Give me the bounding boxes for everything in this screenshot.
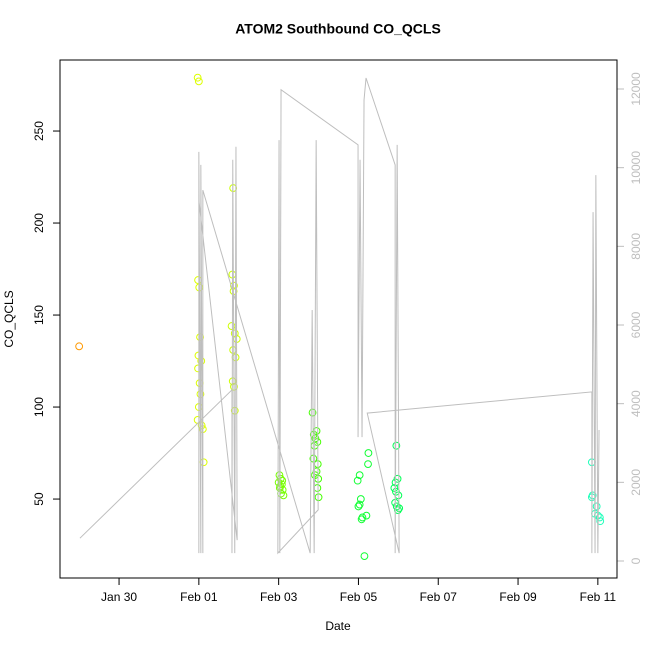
y2-tick-label: 8000 <box>629 233 643 260</box>
point <box>392 441 401 450</box>
point <box>390 484 399 492</box>
point <box>230 329 239 338</box>
point <box>394 506 402 514</box>
point <box>194 77 203 86</box>
x-tick-label: Jan 30 <box>101 590 137 604</box>
point <box>75 342 84 351</box>
y-tick-label: 50 <box>32 492 46 506</box>
point <box>197 421 206 430</box>
point <box>355 471 364 480</box>
point <box>357 515 366 524</box>
y-axis-label: CO_QCLS <box>2 290 16 347</box>
point <box>193 73 202 82</box>
x-tick-label: Feb 07 <box>420 590 458 604</box>
point <box>309 430 318 439</box>
y-tick-label: 100 <box>32 397 46 417</box>
point <box>595 513 604 522</box>
x-tick-label: Feb 11 <box>580 590 617 604</box>
plot-frame <box>59 59 618 579</box>
point <box>354 502 363 511</box>
point <box>364 449 373 457</box>
y2-tick-label: 12000 <box>629 72 643 106</box>
y2-tick-label: 0 <box>629 557 643 564</box>
point <box>362 511 371 520</box>
y2-tick-label: 10000 <box>629 151 643 185</box>
chart-title: ATOM2 Southbound CO_QCLS <box>235 21 441 37</box>
x-tick-label: Feb 09 <box>499 590 537 604</box>
x-axis-label: Date <box>325 619 351 633</box>
point <box>364 460 372 468</box>
y2-tick-label: 4000 <box>629 390 643 417</box>
point <box>393 474 402 483</box>
point <box>276 474 285 483</box>
y-tick-label: 150 <box>32 305 46 325</box>
point <box>353 476 362 485</box>
point <box>311 434 320 443</box>
point <box>392 502 401 511</box>
y2-tick-label: 2000 <box>629 469 643 496</box>
x-tick-label: Feb 01 <box>180 590 218 604</box>
point <box>360 552 369 561</box>
point <box>596 517 605 526</box>
point <box>278 476 287 485</box>
point <box>355 500 364 509</box>
x-tick-label: Feb 03 <box>260 590 298 604</box>
line <box>79 77 600 555</box>
x-tick-label: Feb 05 <box>340 590 378 604</box>
y-tick-label: 250 <box>32 121 46 141</box>
y-tick-label: 200 <box>32 213 46 233</box>
point <box>356 495 365 503</box>
y2-tick-label: 6000 <box>629 311 643 338</box>
point <box>592 502 601 511</box>
